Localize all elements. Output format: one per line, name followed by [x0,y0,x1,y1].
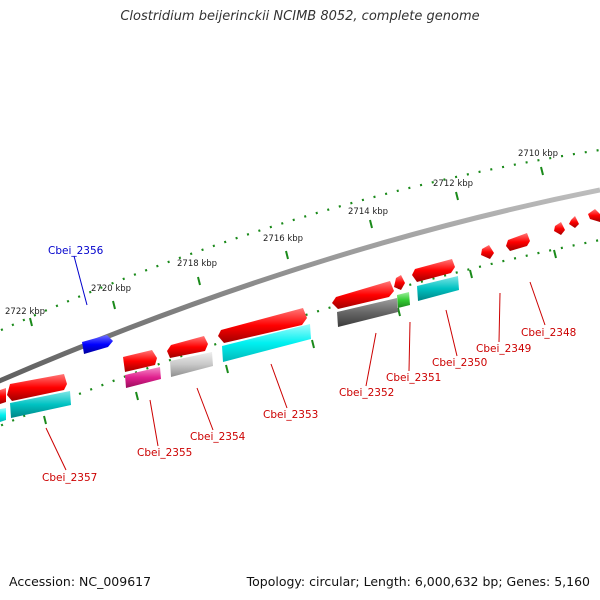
gene-label-cbei-2354[interactable]: Cbei_2354 [190,431,246,443]
gene-cbei-2356[interactable] [82,335,113,354]
kbp-label-2714: 2714 kbp [348,207,388,217]
map-title: Clostridium beijerinckii NCIMB 8052, com… [120,9,480,24]
cds-blocks [0,276,459,422]
gene-arrow[interactable] [481,245,494,259]
gene-label-cbei-2357[interactable]: Cbei_2357 [42,472,97,484]
gene-label-cbei-2351[interactable]: Cbei_2351 [386,372,441,384]
genome-backbone [0,187,600,384]
cds-block-cyan[interactable] [222,324,311,362]
accession-text: Accession: NC_009617 [9,574,152,589]
gene-arrow[interactable] [0,388,6,404]
gene-arrow[interactable] [167,336,208,358]
gene-label-cbei-2349[interactable]: Cbei_2349 [476,343,531,355]
topology-text: Topology: circular; Length: 6,000,632 bp… [246,574,590,589]
gene-arrow[interactable] [506,233,530,251]
gene-arrow[interactable] [123,350,157,372]
gene-label-cbei-2350[interactable]: Cbei_2350 [432,357,487,369]
gene-label-cbei-2352[interactable]: Cbei_2352 [339,387,394,399]
gene-arrow[interactable] [588,209,600,222]
cds-block-silver[interactable] [170,352,213,377]
cds-block-teal[interactable] [10,391,71,418]
major-ticks-outer [29,166,544,327]
scale-ring-outer [0,148,600,332]
cds-block-gray[interactable] [337,298,398,327]
cds-block-magenta[interactable] [125,367,161,388]
gene-arrow[interactable] [332,281,394,309]
gene-arrow[interactable] [412,259,455,282]
gene-arrow[interactable] [569,216,579,228]
gene-arrow[interactable] [218,308,307,343]
label-leaders [45,255,546,471]
kbp-label-2712: 2712 kbp [433,179,473,189]
cds-block-green[interactable] [397,292,410,308]
gene-arrow[interactable] [7,374,67,401]
cds-block-teal-2[interactable] [417,276,459,301]
gene-label-cbei-2348[interactable]: Cbei_2348 [521,327,576,339]
kbp-label-2722: 2722 kbp [5,307,45,317]
kbp-label-2710: 2710 kbp [518,149,558,159]
kbp-label-2716: 2716 kbp [263,234,303,244]
gene-arrow[interactable] [554,222,565,235]
gene-label-cbei-2353[interactable]: Cbei_2353 [263,409,318,421]
gene-label-cbei-2355[interactable]: Cbei_2355 [137,447,192,459]
kbp-label-2718: 2718 kbp [177,259,217,269]
kbp-label-2720: 2720 kbp [91,284,131,294]
major-ticks-inner [43,249,557,425]
scale-ring-inner [0,238,600,428]
gene-label-cbei-2356[interactable]: Cbei_2356 [48,245,104,257]
gene-arrow[interactable] [394,275,405,290]
cds-block-cyan-left[interactable] [0,408,6,422]
forward-genes [0,209,600,404]
